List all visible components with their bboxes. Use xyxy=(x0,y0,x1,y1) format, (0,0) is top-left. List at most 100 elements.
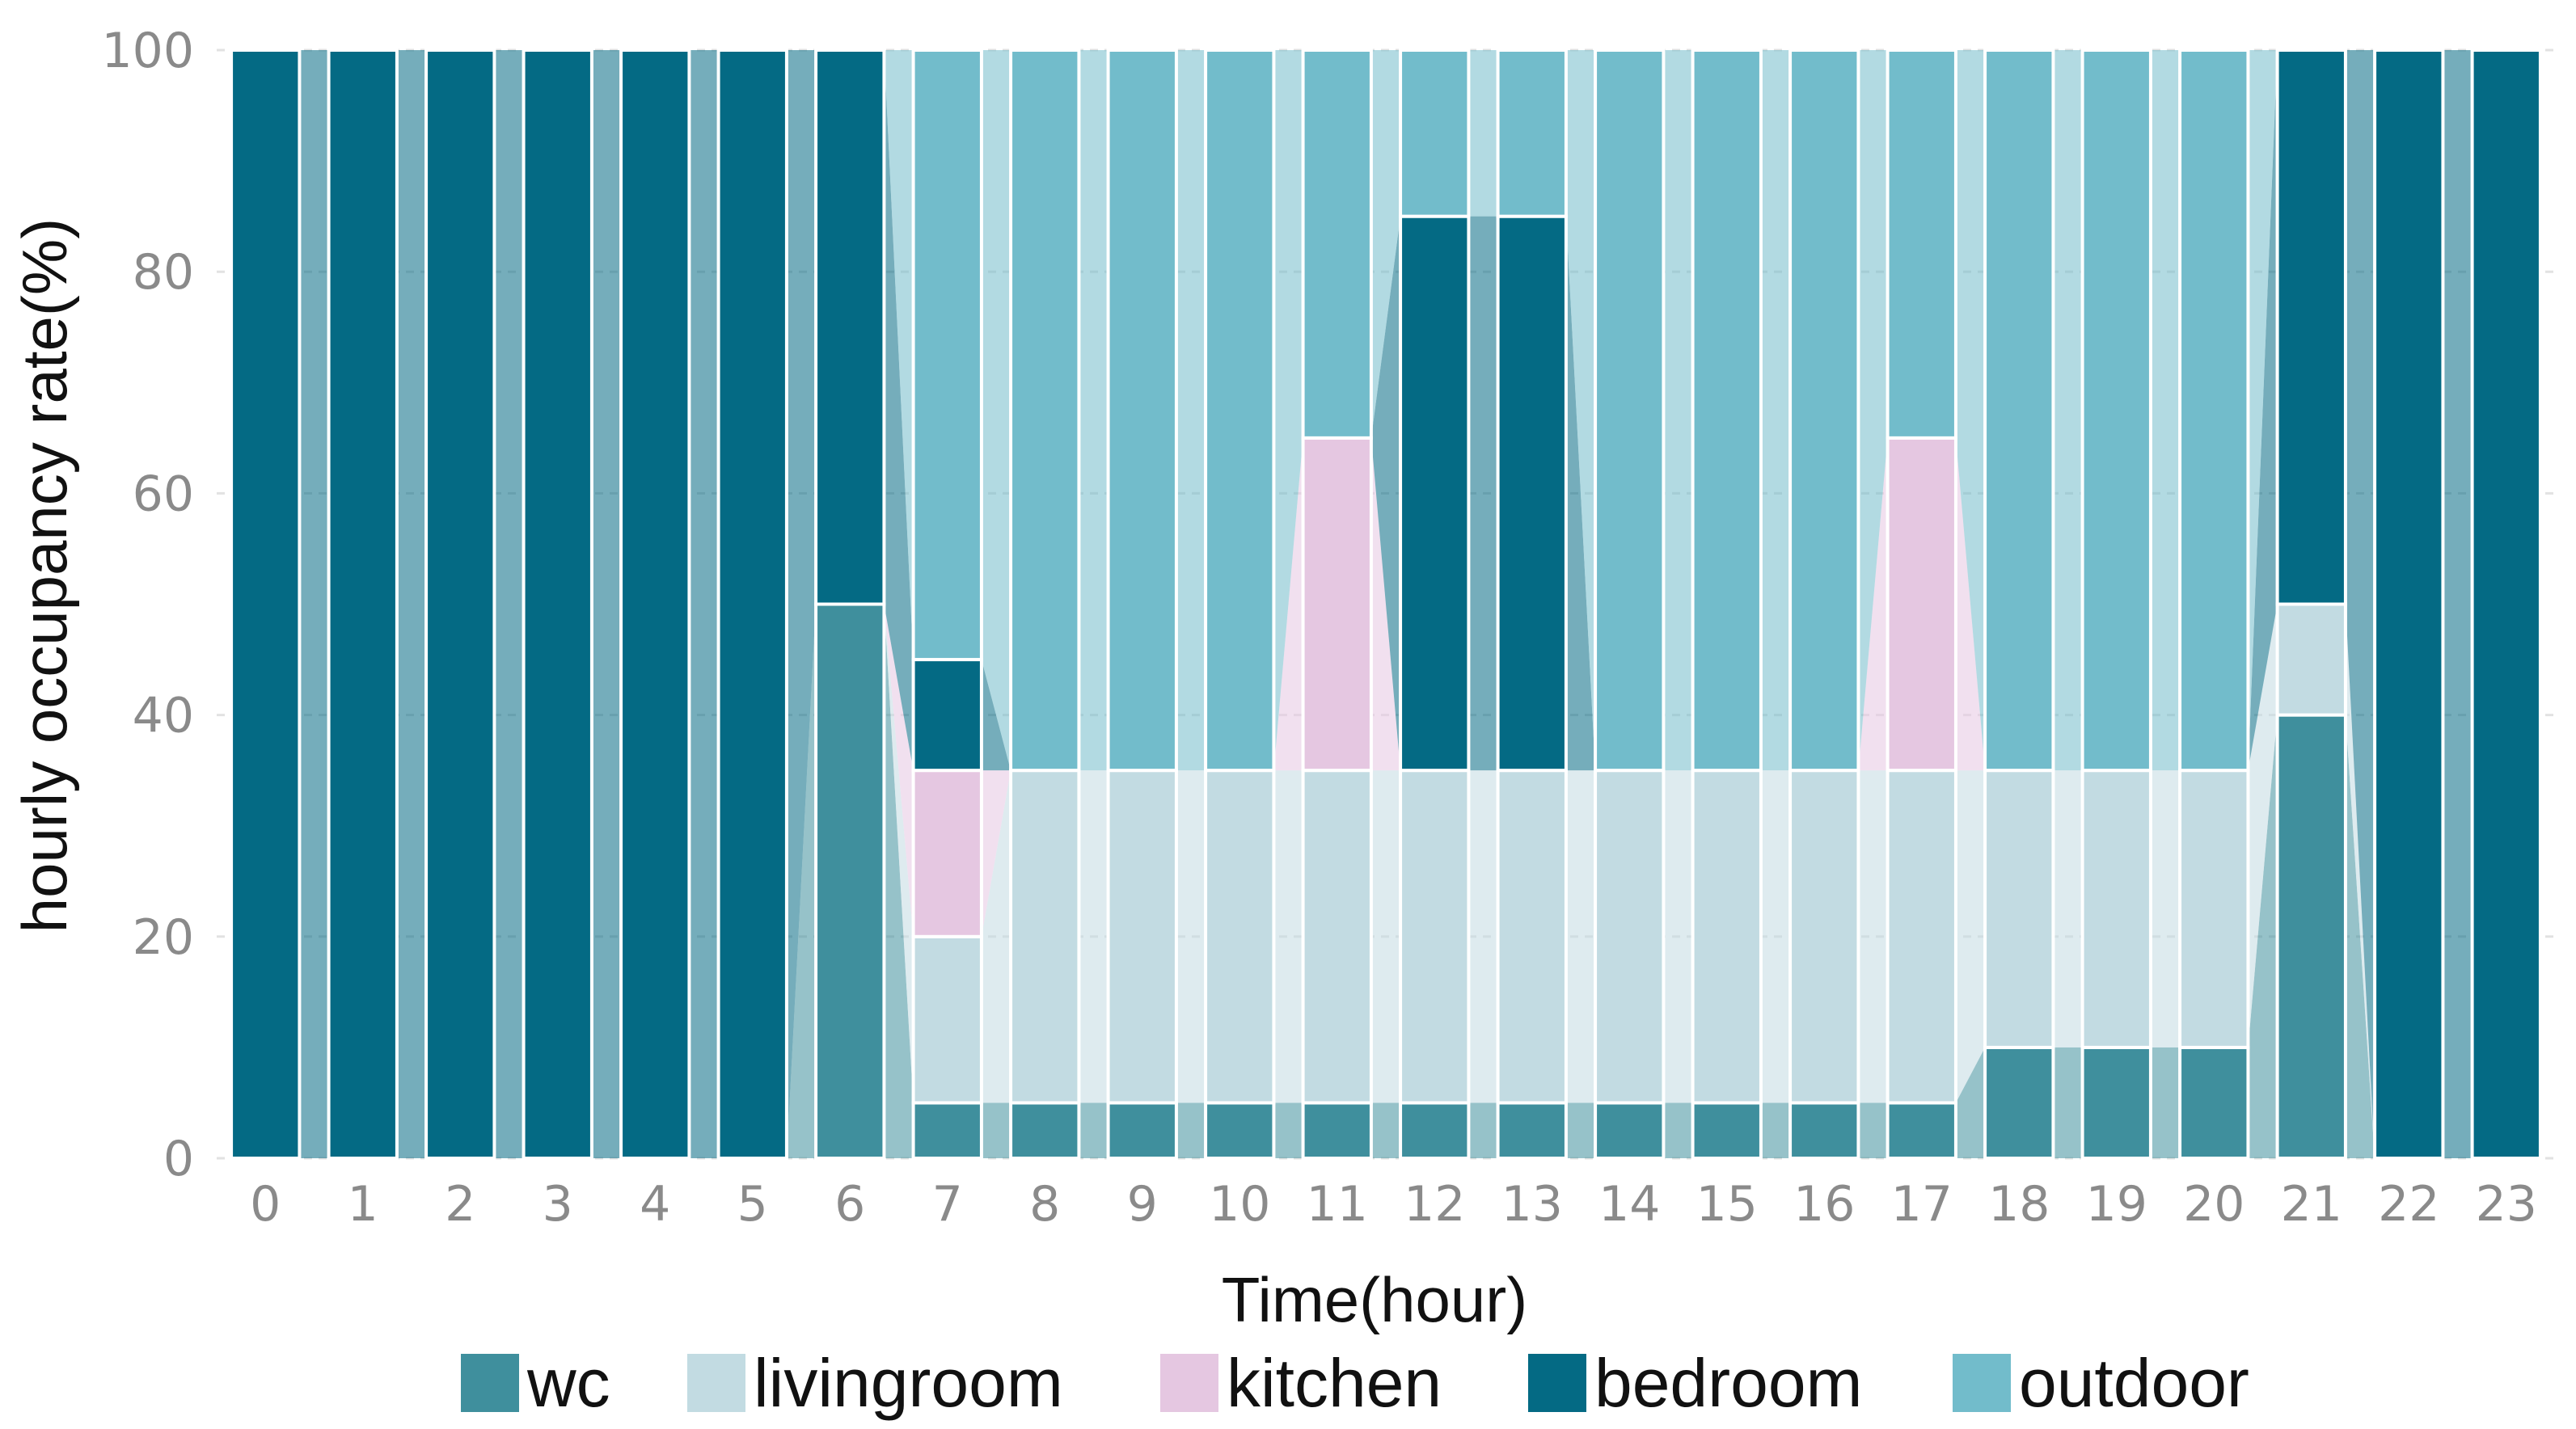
x-tick-label: 6 xyxy=(834,1176,865,1233)
x-tick-label: 17 xyxy=(1891,1176,1953,1233)
x-tick-label: 1 xyxy=(348,1176,378,1233)
x-tick-label: 2 xyxy=(445,1176,475,1233)
bar-segment-outdoor-13 xyxy=(1496,48,1568,218)
bar-segment-kitchen-17 xyxy=(1886,436,1957,773)
connector-band-kitchen xyxy=(981,770,1011,937)
bar-segment-livingroom-8 xyxy=(1009,769,1081,1105)
connector-band-outdoor xyxy=(981,50,1011,771)
bar-segment-livingroom-10 xyxy=(1204,769,1276,1105)
bar-segment-livingroom-15 xyxy=(1691,769,1763,1105)
bar-segment-outdoor-16 xyxy=(1788,48,1860,773)
bar-segment-bedroom-13 xyxy=(1496,214,1568,773)
connector-band-outdoor xyxy=(1273,50,1303,771)
connector-band-wc xyxy=(1565,1102,1596,1158)
y-tick-label: 0 xyxy=(163,1131,194,1187)
connector-band-wc xyxy=(1176,1102,1206,1158)
bar-segment-outdoor-8 xyxy=(1009,48,1081,773)
bar-segment-bedroom-12 xyxy=(1399,214,1471,773)
connector-bands xyxy=(299,50,2473,1158)
connector-band-livingroom xyxy=(1858,770,1888,1103)
x-tick-label: 14 xyxy=(1598,1176,1660,1233)
bar-segment-bedroom-4 xyxy=(619,48,691,1160)
bar-segment-bedroom-7 xyxy=(911,658,983,773)
connector-band-wc xyxy=(2053,1047,2083,1158)
connector-band-outdoor xyxy=(1079,50,1109,771)
bar-segment-livingroom-11 xyxy=(1301,769,1373,1105)
y-tick-label: 40 xyxy=(133,688,194,744)
connector-band-bedroom xyxy=(786,50,817,1158)
bar-segment-bedroom-3 xyxy=(522,48,593,1160)
bar-segment-livingroom-7 xyxy=(911,934,983,1105)
bar-segment-livingroom-19 xyxy=(2080,769,2152,1049)
x-tick-label: 20 xyxy=(2183,1176,2244,1233)
x-tick-label: 13 xyxy=(1501,1176,1563,1233)
connector-band-outdoor xyxy=(2248,50,2278,771)
y-axis-title: hourly occupancy rate(%) xyxy=(9,218,80,933)
connector-band-outdoor xyxy=(1955,50,1986,771)
legend-label-wc: wc xyxy=(526,1345,610,1421)
connector-band-wc xyxy=(1370,1102,1401,1158)
y-tick-label: 20 xyxy=(133,909,194,966)
x-tick-label: 9 xyxy=(1127,1176,1158,1233)
x-tick-label: 4 xyxy=(640,1176,670,1233)
bar-segment-livingroom-21 xyxy=(2275,602,2347,717)
connector-band-outdoor xyxy=(1858,50,1888,771)
bar-segment-bedroom-6 xyxy=(814,48,886,606)
connector-band-kitchen xyxy=(884,604,914,937)
y-tick-label: 100 xyxy=(101,23,194,79)
x-tick-label: 15 xyxy=(1696,1176,1758,1233)
connector-band-wc xyxy=(2248,714,2278,1158)
legend: wc livingroom kitchen bedroom outdoor xyxy=(461,1345,2249,1421)
bar-segment-livingroom-13 xyxy=(1496,769,1568,1105)
x-tick-label: 7 xyxy=(932,1176,963,1233)
connector-band-livingroom xyxy=(1468,770,1498,1103)
connector-band-bedroom xyxy=(2443,50,2473,1158)
bars xyxy=(230,48,2542,1161)
connector-band-bedroom xyxy=(299,50,329,1158)
connector-band-livingroom xyxy=(981,770,1011,1103)
x-tick-label: 3 xyxy=(543,1176,573,1233)
connector-band-outdoor xyxy=(1760,50,1791,771)
connector-band-wc xyxy=(2150,1047,2181,1158)
legend-swatch-bedroom xyxy=(1528,1354,1586,1412)
x-tick-label: 8 xyxy=(1029,1176,1060,1233)
bar-segment-outdoor-9 xyxy=(1106,48,1178,773)
bar-segment-outdoor-18 xyxy=(1983,48,2055,773)
bar-segment-wc-10 xyxy=(1204,1101,1276,1160)
bar-segment-kitchen-7 xyxy=(911,769,983,938)
connector-band-livingroom xyxy=(2150,770,2181,1048)
legend-label-bedroom: bedroom xyxy=(1594,1345,1863,1421)
bar-segment-outdoor-11 xyxy=(1301,48,1373,440)
connector-band-livingroom xyxy=(1955,770,1986,1103)
bar-segment-wc-6 xyxy=(814,602,886,1160)
bar-segment-wc-15 xyxy=(1691,1101,1763,1160)
bar-segment-wc-21 xyxy=(2275,713,2347,1160)
bar-segment-livingroom-16 xyxy=(1788,769,1860,1105)
bar-segment-wc-11 xyxy=(1301,1101,1373,1160)
bar-segment-livingroom-9 xyxy=(1106,769,1178,1105)
connector-band-wc xyxy=(1858,1102,1888,1158)
bar-segment-outdoor-19 xyxy=(2080,48,2152,773)
connector-band-outdoor xyxy=(1176,50,1206,771)
connector-band-outdoor xyxy=(1468,50,1498,217)
x-tick-label: 16 xyxy=(1793,1176,1855,1233)
connector-band-bedroom xyxy=(396,50,427,1158)
bar-segment-outdoor-17 xyxy=(1886,48,1957,440)
y-tick-label: 80 xyxy=(133,244,194,301)
bar-segment-wc-14 xyxy=(1594,1101,1666,1160)
connector-band-wc xyxy=(1079,1102,1109,1158)
connector-band-wc xyxy=(884,604,914,1158)
bar-segment-wc-19 xyxy=(2080,1045,2152,1161)
connector-band-livingroom xyxy=(2248,604,2278,1048)
connector-band-livingroom xyxy=(1273,770,1303,1103)
x-tick-label: 23 xyxy=(2476,1176,2537,1233)
connector-band-livingroom xyxy=(1663,770,1693,1103)
connector-band-bedroom xyxy=(981,660,1011,771)
bar-segment-outdoor-14 xyxy=(1594,48,1666,773)
connector-band-wc xyxy=(1760,1102,1791,1158)
bar-segment-bedroom-5 xyxy=(716,48,788,1160)
connector-band-bedroom xyxy=(2345,50,2375,1158)
bar-segment-wc-8 xyxy=(1009,1101,1081,1160)
bar-segment-wc-16 xyxy=(1788,1101,1860,1160)
